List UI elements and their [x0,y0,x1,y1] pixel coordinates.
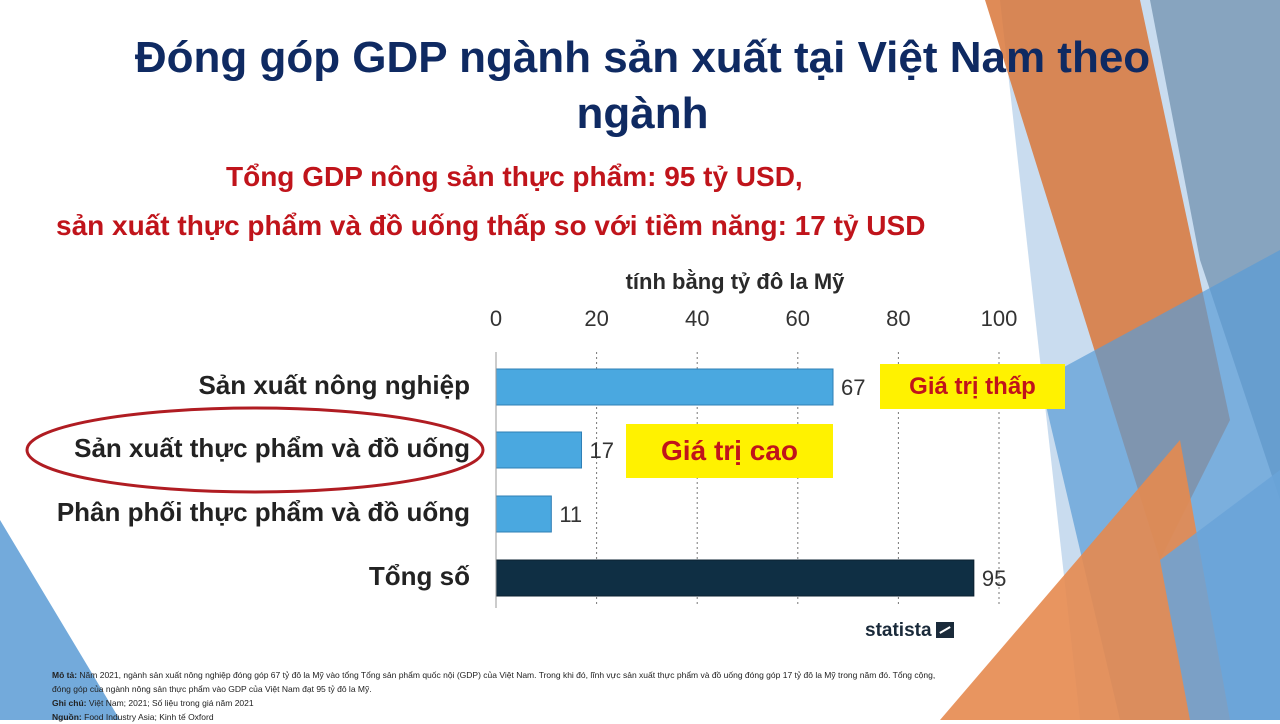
bar-chart: 0 20 40 60 80 100 67 17 11 95 [490,306,1018,608]
category-label: Sản xuất nông nghiệp [198,370,470,400]
x-tick-label: 40 [685,306,709,331]
deco-blue-left [0,520,120,720]
callout-low-value: Giá trị thấp [880,364,1065,409]
footnote-note: Ghi chú: Việt Nam; 2021; Số liệu trong g… [52,696,952,710]
bar-value-label: 11 [559,502,582,527]
bar-value-label: 17 [590,438,614,463]
x-tick-label: 0 [490,306,502,331]
bar-total [495,559,975,597]
page-title: Đóng góp GDP ngành sản xuất tại Việt Nam… [134,33,1151,138]
x-tick-label: 20 [584,306,608,331]
bar-value-label: 95 [982,566,1006,591]
bar-value-label: 67 [841,375,865,400]
footnote: Mô tả: Năm 2021, ngành sản xuất nông ngh… [52,668,952,724]
callout-high-value: Giá trị cao [626,424,833,478]
statista-logo-icon [935,622,954,638]
deco-orange-lower [940,440,1230,720]
axis-unit-label: tính bằng tỷ đô la Mỹ [625,269,845,294]
subtitle-line-2: sản xuất thực phẩm và đồ uống thấp so vớ… [56,210,926,241]
footnote-source-text: Food Industry Asia; Kinh tế Oxford [84,712,214,722]
subtitle-line-1: Tổng GDP nông sản thực phẩm: 95 tỷ USD, [226,161,803,192]
footnote-note-label: Ghi chú: [52,698,87,708]
category-label: Tổng số [368,561,470,591]
footnote-description: Mô tả: Năm 2021, ngành sản xuất nông ngh… [52,668,952,696]
statista-wordmark: statista [865,620,932,641]
footnote-note-text: Việt Nam; 2021; Số liệu trong giá năm 20… [88,698,254,708]
bar [495,431,583,469]
category-label: Phân phối thực phẩm và đồ uống [56,497,470,527]
statista-logo: statista [865,620,954,642]
x-tick-label: 80 [886,306,910,331]
footnote-desc-text: Năm 2021, ngành sản xuất nông nghiệp đón… [52,670,936,694]
category-label: Sản xuất thực phẩm và đồ uống [74,433,470,463]
bar [495,495,552,533]
footnote-source: Nguồn: Food Industry Asia; Kinh tế Oxfor… [52,710,952,724]
x-tick-label: 100 [981,306,1018,331]
footnote-source-label: Nguồn: [52,712,82,722]
bar [495,368,834,406]
x-tick-label: 60 [786,306,810,331]
footnote-desc-label: Mô tả: [52,670,78,680]
deco-blue-corner [1160,470,1280,720]
